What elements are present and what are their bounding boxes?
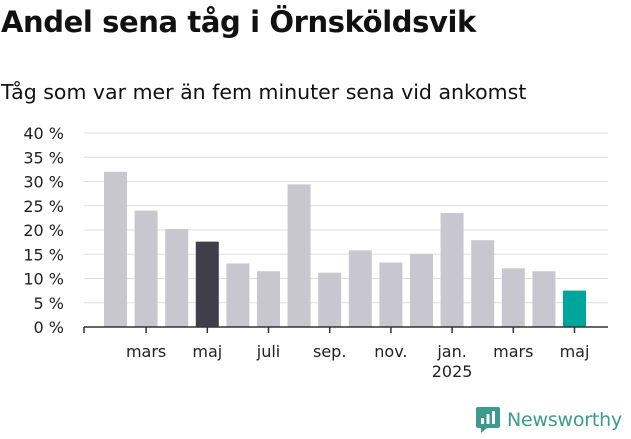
newsworthy-logo: Newsworthy bbox=[475, 406, 622, 434]
newsworthy-logo-icon bbox=[476, 407, 500, 433]
x-axis-labels: mars maj juli sep. nov. jan.2025 mars maj bbox=[126, 342, 589, 381]
bar bbox=[410, 253, 433, 327]
x-tick-label: mars bbox=[493, 342, 533, 361]
y-tick-label: 30 % bbox=[23, 173, 64, 192]
brand-name: Newsworthy bbox=[507, 409, 623, 431]
bar bbox=[195, 241, 219, 327]
bar bbox=[226, 263, 250, 327]
x-tick-label: jan. bbox=[436, 342, 466, 361]
x-tick-label: maj bbox=[192, 342, 222, 361]
bar bbox=[440, 213, 464, 327]
bar bbox=[563, 290, 586, 327]
bar bbox=[257, 271, 280, 327]
grid-lines bbox=[84, 132, 608, 304]
x-tick-label: mars bbox=[126, 342, 166, 361]
y-tick-label: 10 % bbox=[23, 270, 64, 289]
x-tick-label: juli bbox=[256, 342, 280, 361]
bar bbox=[287, 184, 311, 327]
y-tick-label: 25 % bbox=[23, 197, 64, 216]
x-tick-label: maj bbox=[560, 342, 590, 361]
bar bbox=[471, 240, 495, 327]
x-axis bbox=[83, 326, 608, 333]
x-tick-label: sep. bbox=[313, 342, 346, 361]
bar bbox=[318, 272, 342, 327]
bar bbox=[501, 268, 525, 327]
y-axis-labels: 0 % 5 % 10 % 15 % 20 % 25 % 30 % 35 % 40 % bbox=[23, 124, 64, 337]
y-tick-label: 40 % bbox=[23, 124, 64, 143]
y-tick-label: 20 % bbox=[23, 221, 64, 240]
y-tick-label: 35 % bbox=[23, 148, 64, 167]
chart-title: Andel sena tåg i Örnsköldsvik bbox=[1, 5, 476, 39]
bar bbox=[165, 229, 189, 327]
y-tick-label: 15 % bbox=[23, 245, 64, 264]
bar bbox=[379, 262, 403, 327]
x-tick-label: nov. bbox=[374, 342, 407, 361]
bar bbox=[104, 171, 127, 327]
bar bbox=[532, 271, 556, 327]
bar bbox=[134, 210, 158, 327]
y-tick-label: 5 % bbox=[34, 294, 64, 313]
y-tick-label: 0 % bbox=[34, 318, 64, 337]
bars bbox=[104, 171, 586, 327]
x-tick-sublabel: 2025 bbox=[432, 362, 473, 381]
chart-subtitle: Tåg som var mer än fem minuter sena vid … bbox=[1, 80, 527, 104]
bar bbox=[348, 250, 372, 327]
